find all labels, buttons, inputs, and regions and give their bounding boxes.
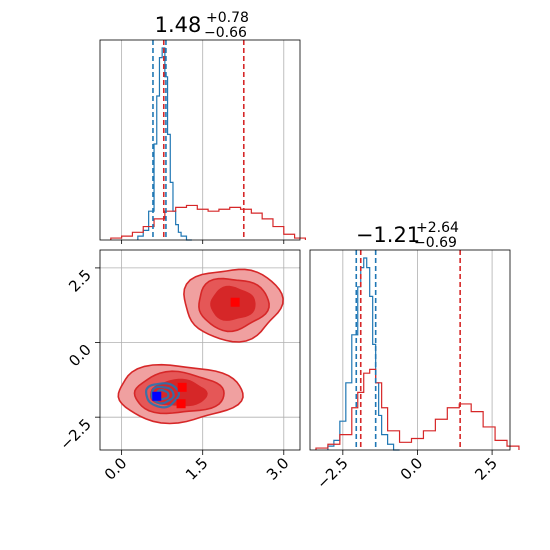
joint-x-ticks: 0.0 1.5 3.0	[101, 450, 293, 484]
joint-x-tick-label: 1.5	[182, 454, 212, 484]
marginal-x-title-value: 1.48	[155, 13, 202, 37]
marginal-y-x-tick-label: −2.5	[313, 454, 351, 492]
histogram-series-0	[137, 47, 192, 241]
marginal-y-frame	[309, 249, 511, 451]
marginal-x-title-plus: +0.78	[206, 10, 249, 26]
marginal-y-x-tick-label: 0.0	[397, 454, 427, 484]
joint-y-tick-label: −2.5	[56, 415, 94, 453]
histogram-series-0	[327, 257, 400, 451]
joint-contours	[117, 268, 284, 425]
joint-y-ticks: 2.5 0.0 −2.5	[56, 266, 100, 454]
marginal-y-quantile-lines	[355, 250, 461, 450]
marginal-x-histograms	[110, 47, 307, 241]
marginal-y-x-ticks: −2.5 0.0 2.5	[313, 450, 501, 493]
joint-y-tick-label: 0.0	[65, 341, 95, 371]
blue-contour-1	[150, 385, 175, 405]
marginal-x-title: 1.48	[155, 13, 202, 37]
joint-y-tick-label: 2.5	[65, 266, 95, 296]
marginal-x-panel: 1.48 +0.78 −0.66	[99, 10, 307, 244]
marginal-y-x-tick-label: 2.5	[471, 454, 501, 484]
red-square-marker	[230, 297, 240, 307]
marginal-y-title-value: −1.21	[356, 223, 420, 247]
marginal-y-histograms	[315, 257, 520, 451]
joint-grid	[100, 250, 300, 450]
marginal-y-panel: −2.5 0.0 2.5 −1.21 +2.64 −0.69	[309, 220, 520, 493]
histogram-series-1	[110, 204, 307, 240]
marginal-x-grid	[121, 40, 285, 240]
marginal-y-title-plus: +2.64	[416, 220, 459, 236]
marginal-x-title-minus: −0.66	[204, 25, 247, 41]
joint-markers	[152, 297, 240, 409]
marginal-x-frame	[99, 39, 301, 241]
joint-frame	[99, 249, 301, 451]
marginal-x-quantile-lines	[152, 40, 245, 240]
joint-x-tick-label: 0.0	[101, 454, 131, 484]
joint-x-tick-label: 3.0	[263, 454, 293, 484]
blue-square-marker	[152, 391, 162, 401]
blue-contour-0	[144, 382, 180, 409]
marginal-y-title: −1.21	[356, 223, 420, 247]
joint-panel: 0.0 1.5 3.0 2.50.0−2.5	[56, 249, 301, 484]
marginal-x-ticks	[121, 240, 285, 244]
marginal-y-title-minus: −0.69	[414, 235, 457, 251]
red-square-marker	[176, 399, 186, 409]
marginal-y-grid	[342, 250, 493, 450]
red-square-marker	[177, 382, 187, 392]
histogram-series-1	[315, 368, 520, 450]
